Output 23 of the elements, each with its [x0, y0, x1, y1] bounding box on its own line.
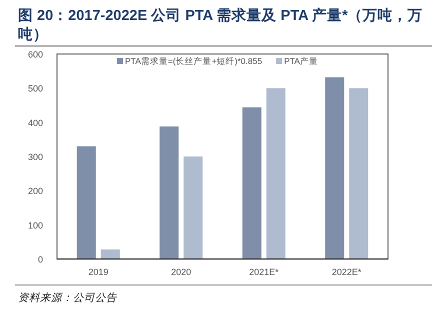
bar	[76, 146, 96, 259]
y-tick-label: 200	[28, 186, 43, 196]
bar	[325, 77, 344, 259]
chart-title: 图 20：2017-2022E 公司 PTA 需求量及 PTA 产量*（万吨，万吨）	[18, 7, 423, 43]
bar	[242, 107, 262, 259]
bar	[184, 156, 203, 259]
y-tick-label: 300	[28, 152, 43, 162]
bar	[100, 249, 120, 259]
x-tick-label: 2020	[171, 267, 192, 277]
legend-label: PTA产量	[284, 56, 318, 66]
bar	[349, 88, 368, 259]
legend-label: PTA需求量=(长丝产量+短纤)*0.855	[125, 56, 262, 66]
y-tick-label: 400	[28, 118, 43, 128]
y-tick-label: 0	[38, 254, 43, 264]
x-tick-label: 2019	[88, 267, 108, 277]
y-tick-label: 500	[28, 84, 43, 94]
x-tick-label: 2022E*	[332, 267, 362, 277]
bar	[160, 126, 179, 259]
x-tick-label: 2021E*	[249, 267, 280, 277]
bar	[266, 88, 286, 259]
text: 资料来源：公司公告	[18, 292, 118, 304]
y-tick-label: 600	[28, 50, 43, 60]
y-tick-label: 100	[28, 220, 43, 230]
